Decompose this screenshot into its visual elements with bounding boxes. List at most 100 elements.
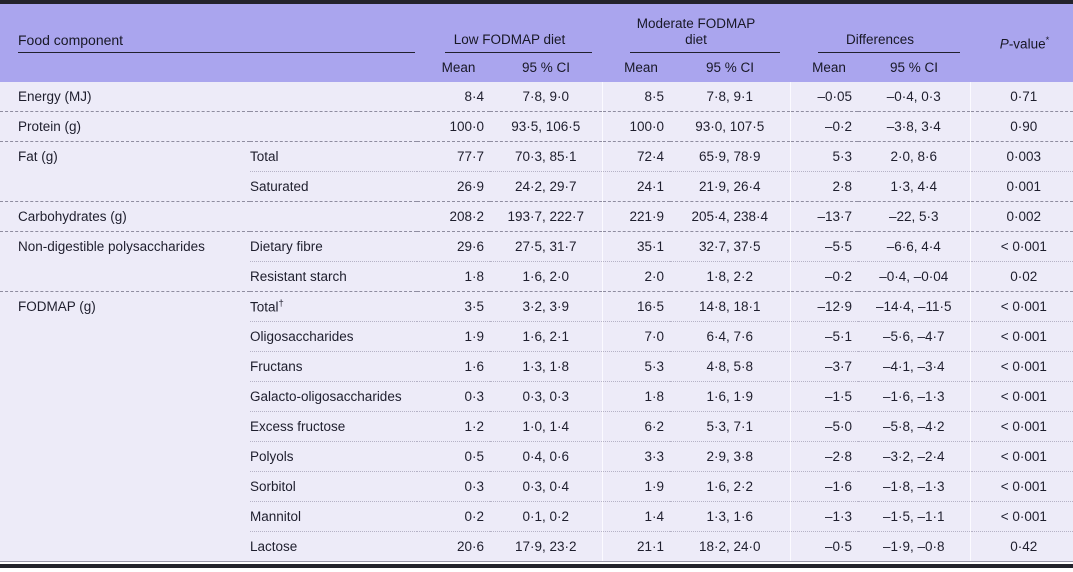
moderate-fodmap-ci-value: 5·3, 7·1: [670, 411, 791, 442]
row-component-label: [0, 171, 250, 202]
moderate-fodmap-ci-value: 14·8, 18·1: [670, 291, 791, 322]
low-fodmap-ci-value: 193·7, 222·7: [490, 201, 603, 232]
low-fodmap-ci-value: 1·6, 2·1: [490, 321, 603, 352]
food-component-header-cell: Food component: [0, 4, 418, 53]
row-subcomponent-label: Dietary fibre: [250, 231, 418, 262]
difference-mean-value: –0·2: [789, 111, 859, 142]
table-row: Mannitol 0·2 0·1, 0·2 1·4 1·3, 1·6 –1·3 –1·5, …: [0, 501, 1073, 532]
difference-ci-value: –0·4, 0·3: [858, 82, 971, 112]
row-subcomponent-label: Mannitol: [250, 501, 418, 532]
difference-ci-value: 2·0, 8·6: [858, 141, 971, 172]
differences-group-underline: [818, 52, 961, 53]
differences-ci-subheader: 95 % CI: [858, 53, 971, 82]
row-subcomponent-label: [250, 201, 418, 232]
empty-header-cell: [250, 53, 418, 82]
table-row: Galacto-oligosaccharides 0·3 0·3, 0·3 1·8 1·…: [0, 381, 1073, 412]
difference-ci-value: –1·5, –1·1: [858, 501, 971, 532]
row-component-label: [0, 381, 250, 412]
row-subcomponent-label: [250, 111, 418, 142]
low-fodmap-group-header-cell: Low FODMAP diet: [417, 4, 603, 53]
row-component-label: Fat (g): [0, 141, 250, 172]
p-value: < 0·001: [969, 501, 1073, 532]
difference-mean-value: –1·5: [789, 381, 859, 412]
empty-header-cell: [970, 53, 1073, 82]
moderate-fodmap-group-label: Moderate FODMAP diet: [636, 15, 756, 47]
row-component-label: Protein (g): [0, 111, 250, 142]
row-component-label: Non-digestible polysaccharides: [0, 231, 250, 262]
moderate-fodmap-ci-value: 21·9, 26·4: [670, 171, 791, 202]
low-fodmap-ci-value: 1·0, 1·4: [490, 411, 603, 442]
row-component-label: [0, 531, 250, 561]
p-value: < 0·001: [969, 321, 1073, 352]
table-row: Resistant starch 1·8 1·6, 2·0 2·0 1·8, 2·2 –0…: [0, 261, 1073, 292]
p-value-header: P-value*: [970, 35, 1073, 54]
moderate-fodmap-mean-value: 3·3: [601, 441, 671, 472]
table-row: Non-digestible polysaccharides Dietary fi…: [0, 231, 1073, 262]
row-subcomponent-label: Saturated: [250, 171, 418, 202]
moderate-ci-subheader: 95 % CI: [670, 53, 791, 82]
difference-mean-value: –12·9: [789, 291, 859, 322]
row-component-label: [0, 261, 250, 292]
difference-ci-value: –3·2, –2·4: [858, 441, 971, 472]
p-value: < 0·001: [969, 441, 1073, 472]
moderate-fodmap-ci-value: 1·6, 2·2: [670, 471, 791, 502]
low-fodmap-group-label: Low FODMAP diet: [453, 31, 566, 47]
low-fodmap-mean-value: 3·5: [417, 291, 491, 322]
difference-mean-value: –1·3: [789, 501, 859, 532]
low-fodmap-mean-value: 0·2: [417, 501, 491, 532]
difference-ci-value: –5·8, –4·2: [858, 411, 971, 442]
moderate-fodmap-ci-value: 65·9, 78·9: [670, 141, 791, 172]
differences-group-label: Differences: [846, 31, 915, 47]
table-row: Excess fructose 1·2 1·0, 1·4 6·2 5·3, 7·1 –5·…: [0, 411, 1073, 442]
moderate-fodmap-ci-value: 6·4, 7·6: [670, 321, 791, 352]
moderate-fodmap-ci-value: 18·2, 24·0: [670, 531, 791, 561]
p-value: < 0·001: [969, 231, 1073, 262]
moderate-fodmap-mean-value: 1·9: [601, 471, 671, 502]
p-value: 0·002: [969, 201, 1073, 232]
moderate-fodmap-ci-value: 205·4, 238·4: [670, 201, 791, 232]
difference-ci-value: –5·6, –4·7: [858, 321, 971, 352]
low-fodmap-mean-value: 1·9: [417, 321, 491, 352]
low-mean-subheader: Mean: [417, 53, 491, 82]
difference-ci-value: –0·4, –0·04: [858, 261, 971, 292]
table-body: Energy (MJ) 8·4 7·8, 9·0 8·5 7·8, 9·1 –0·05 –0…: [0, 82, 1073, 561]
low-fodmap-group-underline: [445, 52, 593, 53]
p-value: < 0·001: [969, 381, 1073, 412]
p-value: 0·003: [969, 141, 1073, 172]
moderate-fodmap-mean-value: 100·0: [601, 111, 671, 142]
low-fodmap-ci-value: 93·5, 106·5: [490, 111, 603, 142]
moderate-fodmap-mean-value: 1·4: [601, 501, 671, 532]
subheader-row: Mean 95 % CI Mean 95 % CI Mean 95 % CI: [0, 53, 1073, 82]
moderate-fodmap-mean-value: 221·9: [601, 201, 671, 232]
moderate-fodmap-mean-value: 7·0: [601, 321, 671, 352]
row-subcomponent-label: Fructans: [250, 351, 418, 382]
table-row: Fructans 1·6 1·3, 1·8 5·3 4·8, 5·8 –3·7 –4·1, …: [0, 351, 1073, 382]
low-fodmap-mean-value: 1·2: [417, 411, 491, 442]
moderate-fodmap-group-header-cell: Moderate FODMAP diet: [602, 4, 791, 53]
low-fodmap-mean-value: 26·9: [417, 171, 491, 202]
table-row: Lactose 20·6 17·9, 23·2 21·1 18·2, 24·0 –0·5–…: [0, 531, 1073, 561]
moderate-fodmap-mean-value: 21·1: [601, 531, 671, 561]
row-subcomponent-label: Polyols: [250, 441, 418, 472]
moderate-fodmap-ci-value: 2·9, 3·8: [670, 441, 791, 472]
p-value: < 0·001: [969, 471, 1073, 502]
difference-mean-value: –0·2: [789, 261, 859, 292]
table-row: Fat (g) Total 77·7 70·3, 85·1 72·4 65·9, 78·9…: [0, 141, 1073, 172]
low-fodmap-ci-value: 24·2, 29·7: [490, 171, 603, 202]
low-fodmap-mean-value: 29·6: [417, 231, 491, 262]
difference-ci-value: –3·8, 3·4: [858, 111, 971, 142]
table-row: FODMAP (g) Total† 3·5 3·2, 3·9 16·5 14·8, 18·…: [0, 291, 1073, 322]
moderate-fodmap-ci-value: 1·6, 1·9: [670, 381, 791, 412]
low-fodmap-mean-value: 8·4: [417, 82, 491, 112]
differences-group-header-cell: Differences: [790, 4, 971, 53]
moderate-fodmap-ci-value: 1·8, 2·2: [670, 261, 791, 292]
row-component-label: [0, 471, 250, 502]
difference-ci-value: –1·9, –0·8: [858, 531, 971, 561]
moderate-fodmap-ci-value: 32·7, 37·5: [670, 231, 791, 262]
row-component-label: [0, 501, 250, 532]
row-component-label: [0, 411, 250, 442]
low-fodmap-mean-value: 0·3: [417, 471, 491, 502]
low-fodmap-mean-value: 77·7: [417, 141, 491, 172]
low-fodmap-ci-value: 0·3, 0·4: [490, 471, 603, 502]
